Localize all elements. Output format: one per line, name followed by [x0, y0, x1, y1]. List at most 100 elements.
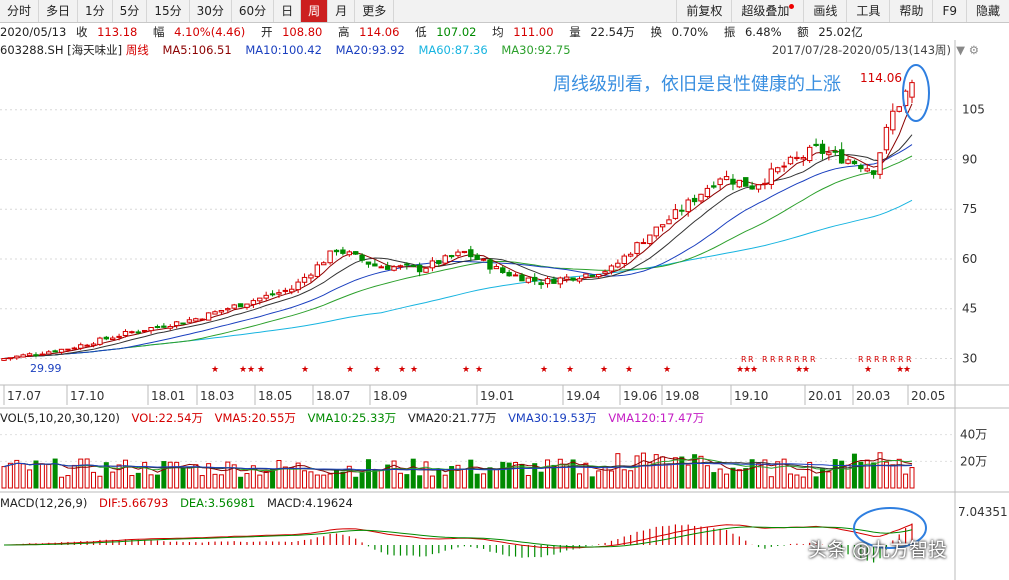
volume-bar	[819, 468, 825, 489]
macd-panel-header: MACD(12,26,9) DIF:5.66793 DEA:3.56981 MA…	[0, 495, 361, 511]
r-marker: R	[906, 355, 912, 364]
change-label: 幅	[153, 25, 165, 39]
volume-bar	[564, 464, 570, 489]
volume-bar	[455, 464, 461, 489]
toolbar-menu-0[interactable]: 前复权	[676, 0, 731, 22]
volume-bar	[813, 476, 819, 489]
candle-body	[14, 355, 20, 359]
toolbar-menu-4[interactable]: 帮助	[889, 0, 932, 22]
volume-bar	[557, 458, 563, 489]
candle-body	[551, 278, 557, 284]
candle-body	[640, 242, 647, 245]
candle-body	[372, 263, 378, 267]
period-tab-4[interactable]: 15分	[147, 0, 190, 22]
highlight-ellipse	[902, 64, 930, 122]
volume-bar	[129, 475, 135, 489]
star-marker: ★	[566, 365, 574, 375]
volume-bar	[142, 461, 148, 489]
change-field: 幅 4.10%(4.46)	[153, 25, 251, 39]
volume-bar	[532, 463, 538, 489]
volume-bar	[775, 461, 781, 489]
star-marker: ★	[736, 365, 744, 375]
period-tab-5[interactable]: 30分	[190, 0, 232, 22]
candle-body	[870, 170, 877, 175]
ma60-line	[3, 199, 913, 359]
candle-body	[205, 312, 212, 321]
dea-value: DEA:3.56981	[180, 496, 256, 510]
volume-bar	[685, 464, 691, 489]
volume-bar	[493, 469, 499, 489]
x-tick-label: 18.03	[200, 389, 234, 403]
settings-gear-icon[interactable]: ⚙	[968, 43, 979, 57]
volume-bar	[417, 475, 423, 489]
star-marker: ★	[247, 365, 255, 375]
toolbar-menu-1[interactable]: 超级叠加	[731, 0, 803, 22]
r-marker: R	[810, 355, 816, 364]
volume-panel-header: VOL(5,10,20,30,120) VOL:22.54万 VMA5:20.5…	[0, 410, 712, 426]
toolbar-menu-6[interactable]: 隐藏	[965, 0, 1009, 22]
period-tab-8[interactable]: 周	[301, 0, 329, 22]
x-tick-label: 20.05	[911, 389, 945, 403]
r-marker: R	[898, 355, 904, 364]
candle-body	[883, 126, 890, 151]
star-marker: ★	[398, 365, 406, 375]
volume-bar	[52, 458, 58, 489]
volume-bar	[877, 452, 883, 489]
period-tab-3[interactable]: 5分	[113, 0, 148, 22]
volume-bar	[397, 472, 403, 489]
candle-body	[493, 266, 500, 270]
collapse-triangle-icon[interactable]: ▼	[956, 43, 965, 57]
candle-body	[647, 234, 653, 245]
amplitude-value: 6.48%	[744, 25, 782, 39]
volume-bar	[436, 469, 442, 489]
star-marker: ★	[373, 365, 381, 375]
candle-body	[314, 264, 321, 277]
x-tick-label: 19.10	[734, 389, 768, 403]
candle-body	[250, 300, 257, 305]
volume-bar	[365, 459, 371, 489]
toolbar-menu-5[interactable]: F9	[932, 0, 966, 22]
volume-bar	[302, 470, 308, 489]
period-tab-7[interactable]: 日	[274, 0, 302, 22]
candle-body	[199, 318, 205, 321]
r-marker: R	[866, 355, 872, 364]
volume-bar	[634, 455, 640, 489]
volume-bar	[461, 468, 467, 489]
candle-body	[730, 178, 736, 185]
macd-highlight-ellipse	[853, 507, 927, 549]
volume-bar	[896, 458, 902, 489]
candle-body	[410, 264, 416, 267]
volume-bar	[788, 473, 794, 489]
candle-body	[20, 354, 26, 358]
candle-body	[736, 179, 743, 188]
star-marker: ★	[301, 365, 309, 375]
candle-body	[110, 337, 116, 341]
volume-bar	[781, 458, 787, 489]
candle-body	[212, 311, 218, 315]
price-tick-label: 60	[962, 252, 977, 266]
period-tab-1[interactable]: 多日	[39, 0, 79, 22]
star-marker: ★	[743, 365, 751, 375]
high-price-tag: 114.06	[860, 71, 902, 85]
r-marker: R	[741, 355, 747, 364]
star-marker: ★	[410, 365, 418, 375]
candle-body	[135, 331, 141, 334]
candle-body	[384, 265, 391, 270]
period-tab-2[interactable]: 1分	[78, 0, 113, 22]
toolbar-menu-2[interactable]: 画线	[803, 0, 846, 22]
volume-bar	[826, 471, 832, 489]
candle-body	[46, 351, 52, 355]
toolbar-menu-3[interactable]: 工具	[846, 0, 889, 22]
candle-body	[282, 289, 289, 292]
volume-bar	[148, 474, 154, 489]
candle-body	[141, 329, 148, 332]
candle-body	[544, 278, 551, 285]
price-tick-label: 45	[962, 302, 977, 316]
volume-bar	[78, 458, 84, 489]
period-tab-10[interactable]: 更多	[355, 0, 395, 22]
r-marker: R	[786, 355, 792, 364]
period-tab-9[interactable]: 月	[328, 0, 356, 22]
period-tab-6[interactable]: 60分	[232, 0, 275, 22]
period-tab-0[interactable]: 分时	[0, 0, 40, 22]
